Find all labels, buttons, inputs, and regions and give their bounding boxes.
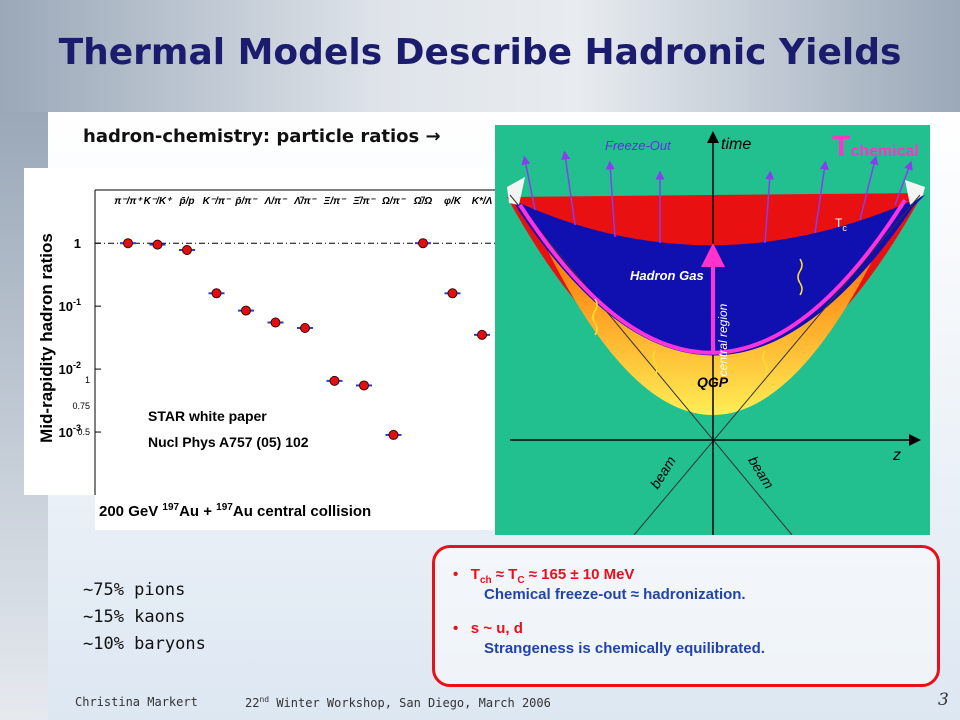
- caption-part: 197: [216, 502, 233, 513]
- x-category: π⁻/π⁺: [114, 196, 143, 207]
- x-category: K⁻/π⁻: [203, 196, 232, 207]
- scale-label: 0.5: [77, 427, 90, 437]
- head-part: ≈ 165 ± 10 MeV: [524, 566, 635, 583]
- y-tick-label: 1: [74, 236, 81, 251]
- tick-exp: -1: [73, 297, 81, 307]
- bullet-head: • Tch ≈ TC ≈ 165 ± 10 MeV: [453, 566, 635, 586]
- data-point: [182, 244, 192, 255]
- diagram-label: Tc: [835, 216, 847, 233]
- x-category: φ/K: [444, 196, 462, 207]
- x-category: Ξ̄/π⁻: [352, 196, 376, 207]
- header-band: [0, 0, 960, 112]
- x-category: Ξ/π⁻: [323, 196, 347, 207]
- y-tick-label: 10-1: [59, 297, 81, 314]
- x-category: Λ/π⁻: [264, 196, 289, 207]
- light-cone: [633, 194, 921, 535]
- caption-part: Au central collision: [233, 503, 371, 520]
- caption-part: 200 GeV: [99, 503, 162, 520]
- plot-bg: [24, 168, 500, 495]
- squiggles: [592, 258, 803, 376]
- bullet-text: Chemical freeze-out ≈ hadronization.: [484, 586, 746, 603]
- data-point: [123, 238, 133, 249]
- caption-bg: [95, 495, 500, 530]
- diagram-label: central region: [716, 303, 730, 376]
- composition: ~10% baryons: [83, 634, 206, 654]
- spacetime-diagram: Freeze-Out time Tc Hadron Gas central re…: [495, 125, 930, 535]
- x-category: Ω/π⁻: [381, 196, 407, 207]
- diagram-label: time: [721, 136, 751, 153]
- t-chemical: Tchemical: [832, 130, 919, 164]
- y-axis-title: Mid-rapidity hadron ratios: [37, 233, 56, 443]
- x-category: p̄/p: [179, 196, 195, 207]
- note: Nucl Phys A757 (05) 102: [148, 434, 309, 450]
- ratio-plot: Mid-rapidity hadron ratios 1 0.75 0.5 ST…: [24, 168, 500, 530]
- data-point: [388, 429, 399, 440]
- data-point: [477, 329, 487, 340]
- tick-base: 10: [59, 362, 73, 377]
- data-point: [359, 380, 369, 391]
- tick-base: 10: [59, 425, 73, 440]
- summary-box: • Tch ≈ TC ≈ 165 ± 10 MeV Chemical freez…: [432, 545, 940, 687]
- data-point: [447, 288, 458, 299]
- x-category: Λ̄/π⁻: [293, 196, 318, 207]
- tick-exp: -2: [73, 360, 81, 370]
- head-part: ≈ T: [491, 566, 518, 583]
- caption: 200 GeV 197Au + 197Au central collision: [99, 502, 371, 520]
- composition: ~15% kaons: [83, 607, 186, 627]
- light-cone: [509, 194, 793, 535]
- scale-label: 0.75: [72, 401, 90, 411]
- data-point: [418, 238, 428, 249]
- x-category: K*/Λ: [472, 196, 493, 207]
- head-part: ch: [479, 575, 492, 586]
- diagram-label: QGP: [697, 374, 729, 390]
- x-category: Ω̄/Ω: [413, 196, 433, 207]
- page-number: 3: [938, 690, 949, 710]
- intro-text: hadron-chemistry: particle ratios →: [83, 126, 441, 147]
- footer-author: Christina Markert: [75, 695, 198, 709]
- head-part: T: [470, 566, 480, 583]
- diagram-label: Freeze-Out: [605, 138, 672, 153]
- scale-label: 1: [85, 375, 90, 385]
- head-part: C: [517, 575, 525, 586]
- x-category: K⁻/K⁺: [144, 196, 174, 207]
- bullet-text: Strangeness is chemically equilibrated.: [484, 640, 765, 657]
- x-category: p̄/π⁻: [234, 196, 258, 207]
- bullet-head: • s ~ u, d: [453, 620, 523, 637]
- caption-part: 197: [162, 502, 179, 513]
- label-part: c: [842, 223, 847, 233]
- note: STAR white paper: [148, 408, 267, 424]
- label-part: chemical: [850, 143, 919, 160]
- tick-base: 10: [59, 299, 73, 314]
- data-point: [241, 305, 251, 316]
- event-part: Winter Workshop, San Diego, March 2006: [269, 696, 551, 710]
- data-point: [270, 317, 281, 328]
- composition: ~75% pions: [83, 580, 186, 600]
- head-part: s ~ u, d: [470, 620, 523, 637]
- y-tick-label: 10-3: [59, 423, 81, 440]
- diagram-label: Hadron Gas: [630, 268, 704, 283]
- event-part: 22: [245, 696, 260, 710]
- label-part: T: [835, 216, 843, 230]
- tick-exp: -3: [73, 423, 81, 433]
- data-point: [329, 375, 340, 386]
- emission-arrows: [521, 150, 913, 244]
- label-part: T: [832, 130, 851, 163]
- footer-event: 22nd Winter Workshop, San Diego, March 2…: [245, 695, 551, 710]
- event-part: nd: [259, 695, 270, 704]
- data-point: [152, 239, 163, 250]
- data-point: [300, 322, 310, 333]
- caption-part: Au +: [179, 503, 216, 520]
- data-point: [211, 288, 222, 299]
- slide-title: Thermal Models Describe Hadronic Yields: [58, 32, 902, 73]
- diagram-label: z: [892, 447, 901, 464]
- y-tick-label: 10-2: [59, 360, 81, 377]
